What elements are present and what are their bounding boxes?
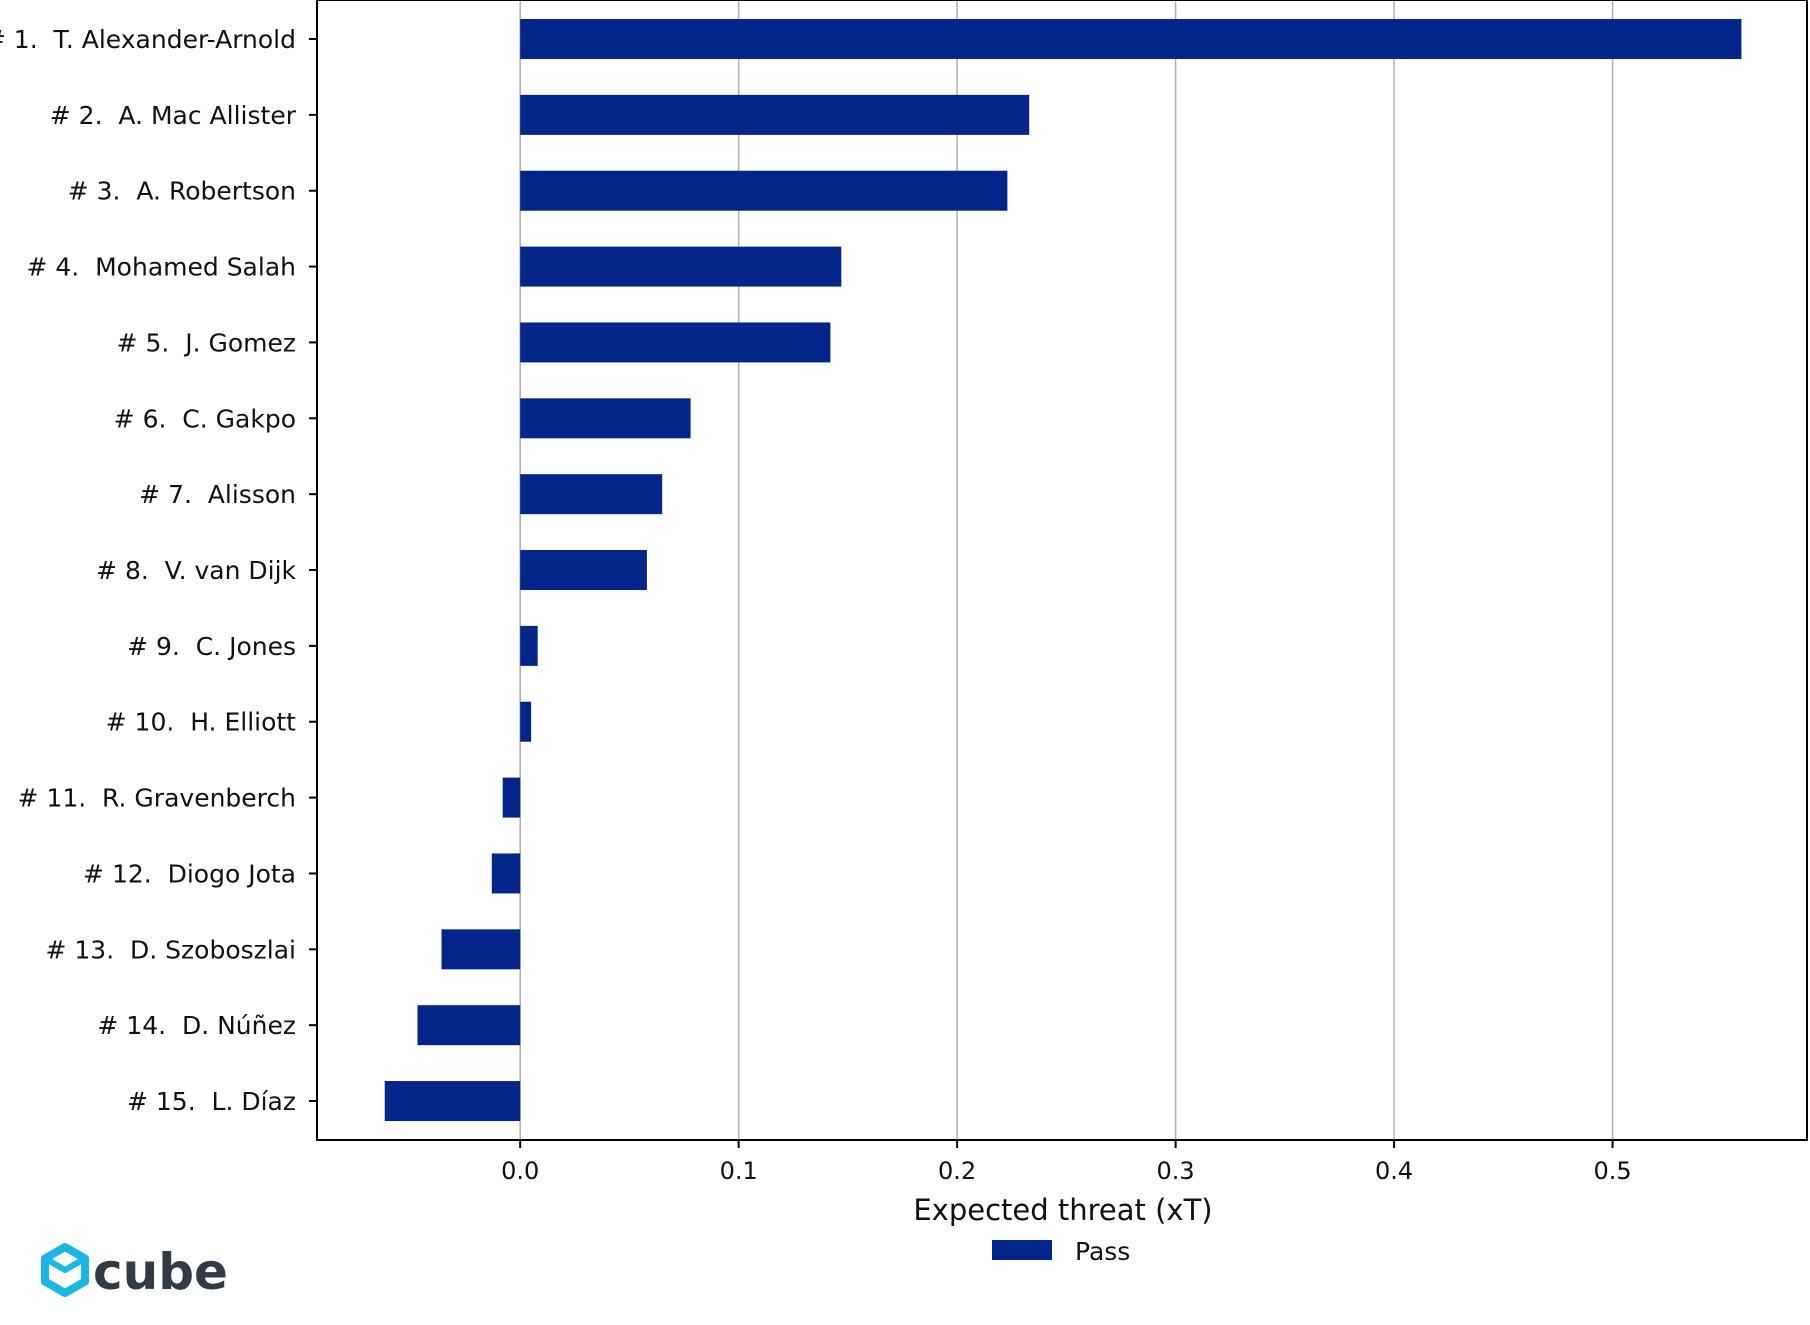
y-tick-label: # 11. R. Gravenberch	[18, 784, 296, 813]
legend-swatch	[992, 1240, 1052, 1260]
bar	[502, 777, 521, 818]
bar	[520, 322, 831, 363]
bar	[491, 853, 521, 894]
x-axis: 0.0 0.1 0.2 0.3 0.4 0.5	[501, 1140, 1632, 1185]
bar	[520, 701, 532, 742]
x-tick-label: 0.1	[720, 1157, 758, 1185]
y-tick-label: # 8. V. van Dijk	[96, 556, 296, 585]
bar	[520, 19, 1742, 59]
bar-layer	[384, 19, 1742, 1122]
y-tick-label: # 4. Mohamed Salah	[26, 253, 296, 282]
y-tick-label: # 10. H. Elliott	[106, 708, 297, 737]
x-tick-label: 0.4	[1375, 1157, 1413, 1185]
y-tick-label: # 7. Alisson	[139, 480, 296, 509]
bar	[520, 94, 1030, 135]
y-tick-label: # 9. C. Jones	[127, 632, 296, 661]
y-tick-label: # 1. T. Alexander-Arnold	[0, 25, 296, 54]
y-tick-label: # 15. L. Díaz	[127, 1087, 296, 1116]
y-tick-label: # 12. Diogo Jota	[83, 859, 296, 888]
y-axis: # 1. T. Alexander-Arnold # 2. A. Mac Alli…	[0, 25, 317, 1116]
y-tick-label: # 3. A. Robertson	[68, 177, 296, 206]
y-tick-label: # 14. D. Núñez	[97, 1011, 296, 1040]
x-tick-label: 0.0	[501, 1157, 539, 1185]
cube-logo-icon	[41, 1243, 89, 1297]
bar	[520, 474, 663, 515]
bar	[520, 398, 691, 439]
x-tick-label: 0.5	[1593, 1157, 1631, 1185]
bar	[417, 1005, 521, 1046]
y-tick-label: # 2. A. Mac Allister	[50, 101, 297, 130]
bar	[520, 625, 538, 666]
bar	[384, 1081, 521, 1122]
x-axis-title: Expected threat (xT)	[913, 1193, 1212, 1227]
x-tick-label: 0.3	[1157, 1157, 1195, 1185]
brand-name: cube	[93, 1243, 228, 1301]
bar	[520, 246, 842, 287]
bar	[520, 170, 1008, 211]
legend: Pass	[992, 1237, 1130, 1266]
legend-label: Pass	[1075, 1237, 1130, 1266]
x-tick-label: 0.2	[938, 1157, 976, 1185]
bar	[520, 550, 647, 591]
bar	[441, 929, 521, 970]
y-tick-label: # 5. J. Gomez	[117, 328, 296, 357]
y-tick-label: # 6. C. Gakpo	[114, 404, 296, 433]
y-tick-label: # 13. D. Szoboszlai	[45, 935, 296, 964]
brand-logo: cube	[41, 1243, 228, 1301]
